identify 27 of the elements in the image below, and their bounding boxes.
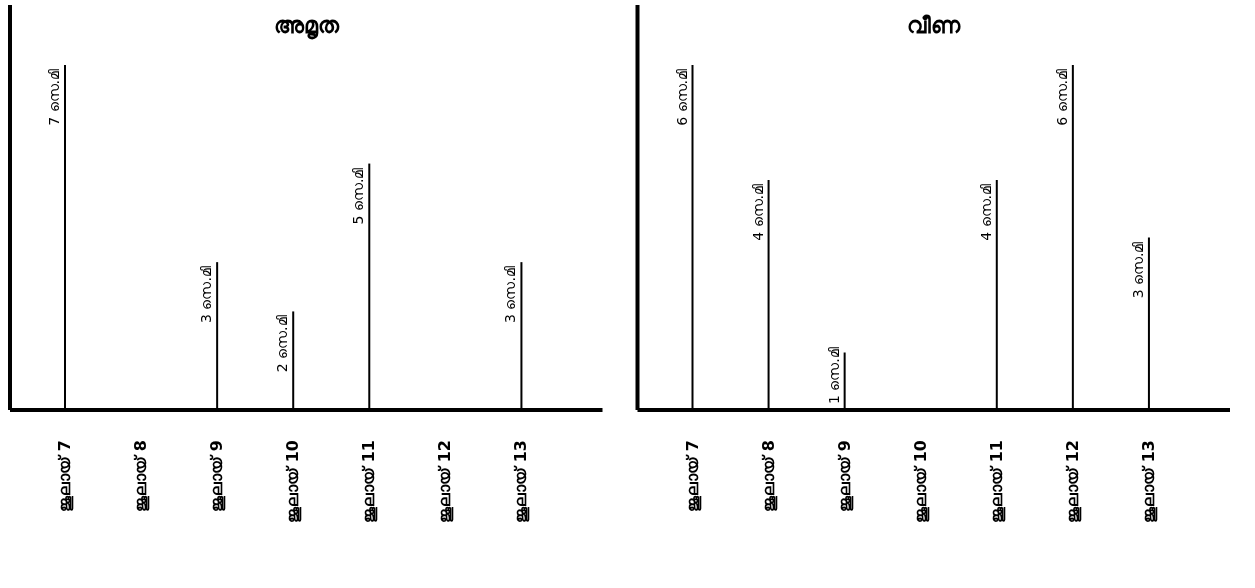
x-tick-label: ജൂലായ് 10 bbox=[283, 440, 303, 523]
data-label: 5 സെ.മി bbox=[350, 167, 367, 225]
x-tick-label: ജൂലായ് 12 bbox=[1062, 440, 1082, 523]
data-label: 6 സെ.മി bbox=[673, 69, 690, 126]
x-tick-label: ജൂലായ് 8 bbox=[758, 440, 778, 512]
x-tick-label: ജൂലായ് 13 bbox=[1138, 440, 1158, 523]
chart-title: അമൃത bbox=[273, 13, 340, 40]
chart-title: വീണ bbox=[907, 13, 962, 38]
x-tick-label: ജൂലായ് 7 bbox=[55, 440, 74, 512]
data-label: 2 സെ.മി bbox=[274, 315, 291, 373]
data-label: 3 സെ.മി bbox=[198, 266, 215, 323]
x-tick-label: ജൂലായ് 11 bbox=[359, 440, 379, 523]
x-tick-label: ജൂലായ് 7 bbox=[682, 440, 702, 512]
data-label: 4 സെ.മി bbox=[977, 184, 994, 241]
data-label: 3 സെ.മി bbox=[502, 266, 519, 323]
data-label: 3 സെ.മി bbox=[1129, 241, 1146, 299]
data-label: 6 സെ.മി bbox=[1053, 69, 1070, 126]
x-tick-label: ജൂലായ് 12 bbox=[435, 440, 455, 523]
data-label: 4 സെ.മി bbox=[749, 184, 766, 241]
x-tick-label: ജൂലായ് 9 bbox=[834, 440, 854, 512]
x-tick-label: ജൂലായ് 9 bbox=[207, 440, 227, 512]
x-tick-label: ജൂലായ് 8 bbox=[131, 440, 151, 512]
data-label: 7 സെ.മി bbox=[46, 69, 62, 126]
x-tick-label: ജൂലായ് 11 bbox=[986, 440, 1006, 523]
x-tick-label: ജൂലായ് 10 bbox=[910, 440, 930, 523]
x-tick-label: ജൂലായ് 13 bbox=[511, 440, 531, 523]
data-label: 1 സെ.മി bbox=[825, 347, 842, 404]
